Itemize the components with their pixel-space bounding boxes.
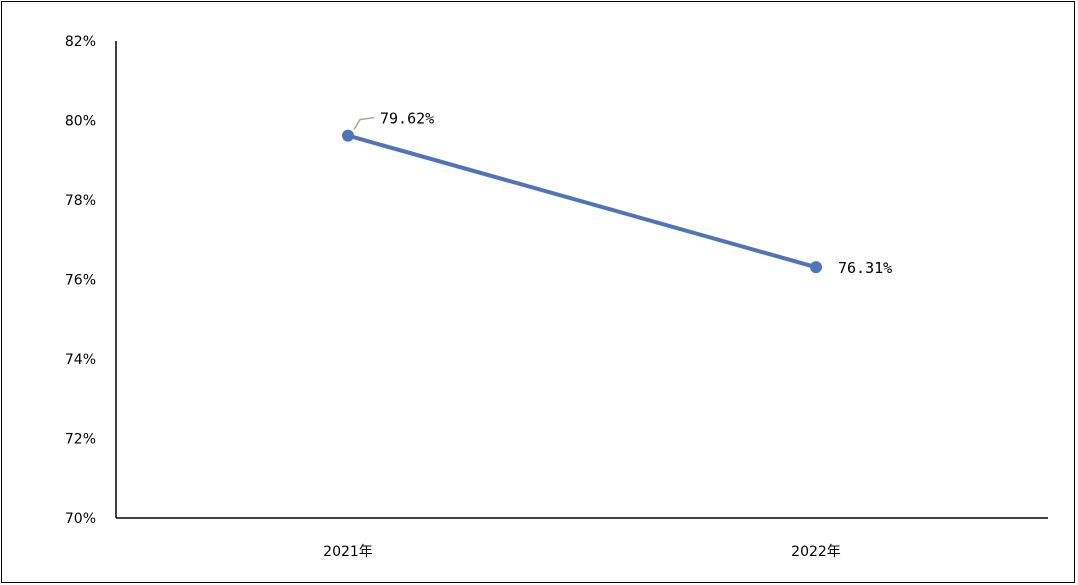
data-label: 76.31% [838, 259, 892, 277]
y-tick-label: 82% [65, 34, 96, 50]
x-tick-label: 2022年 [791, 544, 841, 560]
series-group [342, 129, 822, 274]
y-tick-label: 76% [65, 273, 96, 289]
y-tick-label: 74% [65, 352, 96, 368]
y-tick-label: 78% [65, 193, 96, 209]
y-tick-label: 80% [65, 114, 96, 130]
x-tick-label: 2021年 [323, 544, 373, 560]
data-label: 79.62% [380, 110, 434, 128]
x-axis-ticks: 2021年 2022年 [323, 544, 841, 560]
y-tick-label: 72% [65, 432, 96, 448]
data-point [810, 261, 822, 274]
y-tick-label: 70% [65, 511, 96, 527]
data-point [342, 129, 354, 142]
y-axis-ticks: 70% 72% 74% 76% 78% 80% 82% [65, 34, 96, 527]
data-labels: 79.62% 76.31% [353, 110, 892, 277]
leader-line [353, 116, 375, 130]
series-line [346, 133, 818, 270]
